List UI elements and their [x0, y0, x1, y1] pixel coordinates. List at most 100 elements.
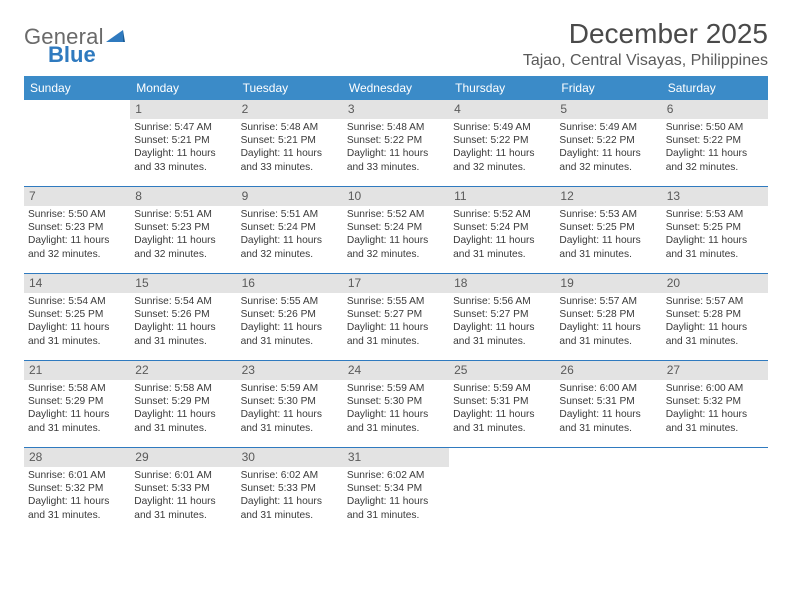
- day-number: [555, 448, 661, 466]
- day-body: Sunrise: 5:50 AMSunset: 5:23 PMDaylight:…: [24, 206, 130, 264]
- day-info-line: Daylight: 11 hours: [453, 321, 551, 334]
- day-cell: 8Sunrise: 5:51 AMSunset: 5:23 PMDaylight…: [130, 187, 236, 273]
- week-row: 21Sunrise: 5:58 AMSunset: 5:29 PMDayligh…: [24, 361, 768, 448]
- day-number: 28: [24, 448, 130, 467]
- day-body: Sunrise: 5:54 AMSunset: 5:26 PMDaylight:…: [130, 293, 236, 351]
- day-info-line: Daylight: 11 hours: [241, 321, 339, 334]
- day-info-line: and 31 minutes.: [453, 422, 551, 435]
- day-info-line: Daylight: 11 hours: [559, 147, 657, 160]
- day-info-line: Sunset: 5:32 PM: [666, 395, 764, 408]
- day-info-line: Sunset: 5:21 PM: [241, 134, 339, 147]
- day-info-line: and 32 minutes.: [559, 161, 657, 174]
- day-cell: 29Sunrise: 6:01 AMSunset: 5:33 PMDayligh…: [130, 448, 236, 534]
- day-info-line: Daylight: 11 hours: [347, 321, 445, 334]
- day-body: Sunrise: 5:57 AMSunset: 5:28 PMDaylight:…: [555, 293, 661, 351]
- day-cell: 9Sunrise: 5:51 AMSunset: 5:24 PMDaylight…: [237, 187, 343, 273]
- day-info-line: Sunset: 5:30 PM: [241, 395, 339, 408]
- day-number: 4: [449, 100, 555, 119]
- day-info-line: Daylight: 11 hours: [347, 147, 445, 160]
- day-info-line: and 32 minutes.: [453, 161, 551, 174]
- day-number: 3: [343, 100, 449, 119]
- day-body: Sunrise: 5:59 AMSunset: 5:30 PMDaylight:…: [237, 380, 343, 438]
- day-cell: 28Sunrise: 6:01 AMSunset: 5:32 PMDayligh…: [24, 448, 130, 534]
- day-info-line: and 31 minutes.: [347, 509, 445, 522]
- day-info-line: Daylight: 11 hours: [134, 234, 232, 247]
- day-body: Sunrise: 5:50 AMSunset: 5:22 PMDaylight:…: [662, 119, 768, 177]
- day-number: 13: [662, 187, 768, 206]
- day-info-line: Daylight: 11 hours: [453, 234, 551, 247]
- day-info-line: Sunset: 5:22 PM: [666, 134, 764, 147]
- day-body: Sunrise: 5:59 AMSunset: 5:31 PMDaylight:…: [449, 380, 555, 438]
- day-info-line: and 31 minutes.: [28, 335, 126, 348]
- day-cell: 31Sunrise: 6:02 AMSunset: 5:34 PMDayligh…: [343, 448, 449, 534]
- day-info-line: Daylight: 11 hours: [559, 321, 657, 334]
- week-row: 7Sunrise: 5:50 AMSunset: 5:23 PMDaylight…: [24, 187, 768, 274]
- day-info-line: Daylight: 11 hours: [28, 408, 126, 421]
- day-info-line: and 33 minutes.: [241, 161, 339, 174]
- day-info-line: and 31 minutes.: [347, 422, 445, 435]
- day-info-line: and 33 minutes.: [347, 161, 445, 174]
- day-cell: 6Sunrise: 5:50 AMSunset: 5:22 PMDaylight…: [662, 100, 768, 186]
- day-body: Sunrise: 5:51 AMSunset: 5:23 PMDaylight:…: [130, 206, 236, 264]
- day-info-line: Daylight: 11 hours: [666, 321, 764, 334]
- day-info-line: Daylight: 11 hours: [347, 495, 445, 508]
- day-header-cell: Tuesday: [237, 76, 343, 100]
- day-cell: [449, 448, 555, 534]
- day-header-cell: Saturday: [662, 76, 768, 100]
- day-number: [662, 448, 768, 466]
- day-number: 11: [449, 187, 555, 206]
- day-info-line: Sunset: 5:24 PM: [347, 221, 445, 234]
- calendar: SundayMondayTuesdayWednesdayThursdayFrid…: [24, 76, 768, 534]
- day-cell: 20Sunrise: 5:57 AMSunset: 5:28 PMDayligh…: [662, 274, 768, 360]
- day-info-line: Sunset: 5:24 PM: [453, 221, 551, 234]
- day-cell: 26Sunrise: 6:00 AMSunset: 5:31 PMDayligh…: [555, 361, 661, 447]
- day-info-line: Daylight: 11 hours: [666, 147, 764, 160]
- day-cell: [24, 100, 130, 186]
- day-number: 10: [343, 187, 449, 206]
- day-cell: 4Sunrise: 5:49 AMSunset: 5:22 PMDaylight…: [449, 100, 555, 186]
- day-info-line: Sunrise: 5:54 AM: [134, 295, 232, 308]
- day-body: Sunrise: 5:53 AMSunset: 5:25 PMDaylight:…: [662, 206, 768, 264]
- day-body: Sunrise: 5:49 AMSunset: 5:22 PMDaylight:…: [449, 119, 555, 177]
- day-info-line: Sunrise: 5:48 AM: [347, 121, 445, 134]
- day-cell: 12Sunrise: 5:53 AMSunset: 5:25 PMDayligh…: [555, 187, 661, 273]
- day-info-line: and 31 minutes.: [453, 248, 551, 261]
- day-info-line: Sunrise: 5:59 AM: [347, 382, 445, 395]
- day-cell: 18Sunrise: 5:56 AMSunset: 5:27 PMDayligh…: [449, 274, 555, 360]
- day-info-line: Daylight: 11 hours: [134, 321, 232, 334]
- day-info-line: Sunset: 5:23 PM: [134, 221, 232, 234]
- day-info-line: Sunset: 5:22 PM: [453, 134, 551, 147]
- day-number: 17: [343, 274, 449, 293]
- day-number: 12: [555, 187, 661, 206]
- day-cell: [662, 448, 768, 534]
- day-header-cell: Wednesday: [343, 76, 449, 100]
- day-body: Sunrise: 5:47 AMSunset: 5:21 PMDaylight:…: [130, 119, 236, 177]
- day-number: 26: [555, 361, 661, 380]
- day-info-line: Daylight: 11 hours: [241, 408, 339, 421]
- day-number: 1: [130, 100, 236, 119]
- day-info-line: Daylight: 11 hours: [241, 147, 339, 160]
- week-row: 14Sunrise: 5:54 AMSunset: 5:25 PMDayligh…: [24, 274, 768, 361]
- day-cell: [555, 448, 661, 534]
- day-info-line: Sunrise: 5:51 AM: [134, 208, 232, 221]
- day-info-line: Sunrise: 5:55 AM: [241, 295, 339, 308]
- day-number: 30: [237, 448, 343, 467]
- day-info-line: and 32 minutes.: [666, 161, 764, 174]
- day-info-line: Sunset: 5:34 PM: [347, 482, 445, 495]
- day-info-line: Sunset: 5:23 PM: [28, 221, 126, 234]
- day-info-line: Sunrise: 5:53 AM: [559, 208, 657, 221]
- day-info-line: Sunset: 5:27 PM: [453, 308, 551, 321]
- day-number: 16: [237, 274, 343, 293]
- day-number: 31: [343, 448, 449, 467]
- day-info-line: Sunrise: 5:48 AM: [241, 121, 339, 134]
- day-info-line: Sunrise: 5:53 AM: [666, 208, 764, 221]
- day-info-line: Sunset: 5:31 PM: [453, 395, 551, 408]
- day-number: 7: [24, 187, 130, 206]
- day-info-line: Sunrise: 5:51 AM: [241, 208, 339, 221]
- day-info-line: and 31 minutes.: [28, 422, 126, 435]
- day-info-line: Daylight: 11 hours: [559, 408, 657, 421]
- day-info-line: Sunset: 5:29 PM: [134, 395, 232, 408]
- day-info-line: and 31 minutes.: [241, 335, 339, 348]
- day-info-line: and 31 minutes.: [134, 509, 232, 522]
- day-info-line: Sunset: 5:32 PM: [28, 482, 126, 495]
